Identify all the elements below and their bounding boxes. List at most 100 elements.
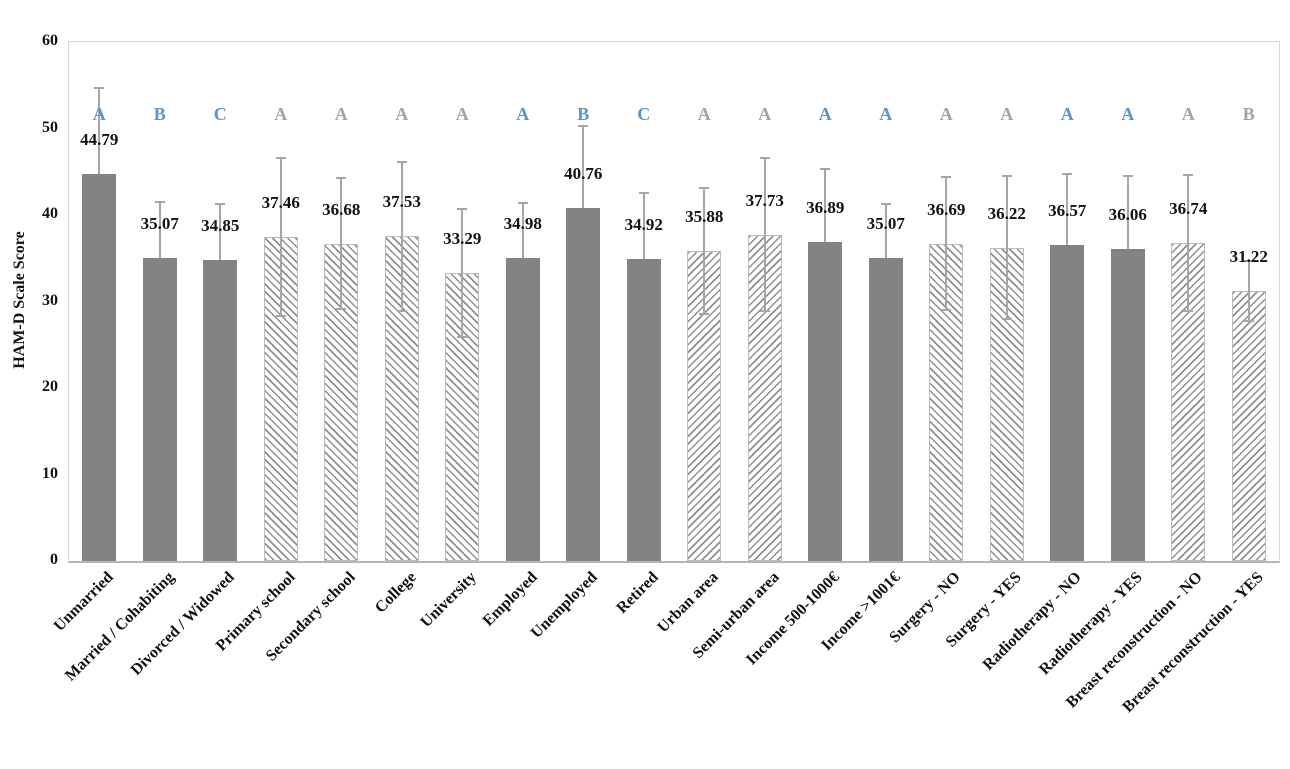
error-bar-cap bbox=[336, 177, 347, 180]
significance-letter: A bbox=[1181, 104, 1195, 124]
bar bbox=[203, 259, 238, 561]
error-bar-cap bbox=[578, 125, 589, 128]
bar bbox=[142, 257, 177, 561]
significance-letter: A bbox=[939, 104, 953, 124]
error-bar bbox=[279, 157, 282, 317]
y-tick-label: 20 bbox=[42, 378, 58, 395]
value-label: 37.46 bbox=[261, 192, 300, 212]
error-bar bbox=[158, 200, 161, 258]
significance-letter: A bbox=[879, 104, 893, 124]
error-bar-cap bbox=[457, 208, 468, 211]
bar bbox=[1110, 249, 1145, 561]
error-bar bbox=[884, 203, 887, 258]
error-bar bbox=[98, 87, 101, 174]
value-label: 37.53 bbox=[382, 192, 421, 212]
bar bbox=[82, 173, 117, 561]
significance-letter: A bbox=[274, 104, 288, 124]
bar bbox=[263, 236, 298, 561]
y-tick-label: 50 bbox=[42, 118, 58, 136]
error-bar-cap bbox=[699, 312, 710, 315]
significance-letter: A bbox=[395, 104, 409, 124]
error-bar-cap bbox=[154, 200, 165, 203]
error-bar-cap bbox=[396, 161, 407, 164]
significance-letter: A bbox=[334, 104, 348, 124]
value-label: 34.98 bbox=[503, 214, 542, 234]
bar bbox=[1231, 290, 1266, 561]
y-tick-label: 30 bbox=[42, 291, 58, 309]
value-label: 36.06 bbox=[1108, 205, 1147, 225]
error-bar bbox=[219, 203, 222, 260]
value-label: 36.68 bbox=[322, 199, 361, 219]
value-label: 36.74 bbox=[1169, 199, 1208, 219]
error-bar-cap bbox=[880, 203, 891, 206]
error-bar-cap bbox=[275, 314, 286, 317]
bar bbox=[626, 258, 661, 561]
error-bar bbox=[1005, 175, 1008, 321]
error-bar bbox=[400, 161, 403, 312]
significance-letter: A bbox=[758, 104, 772, 124]
error-bar-cap bbox=[396, 309, 407, 312]
value-label: 31.22 bbox=[1229, 246, 1268, 266]
value-label: 36.57 bbox=[1048, 200, 1087, 220]
error-bar-cap bbox=[275, 157, 286, 160]
error-bar-cap bbox=[1062, 172, 1073, 175]
error-bar-cap bbox=[215, 203, 226, 206]
significance-letter: A bbox=[818, 104, 832, 124]
error-bar bbox=[582, 125, 585, 209]
y-tick-label: 0 bbox=[50, 551, 58, 568]
error-bar-cap bbox=[759, 310, 770, 313]
significance-letter: A bbox=[1121, 104, 1135, 124]
error-bar-cap bbox=[1243, 259, 1254, 262]
error-bar-cap bbox=[941, 309, 952, 312]
error-bar-cap bbox=[820, 168, 831, 171]
significance-letter: A bbox=[697, 104, 711, 124]
bar bbox=[808, 241, 843, 561]
error-bar-cap bbox=[1243, 320, 1254, 323]
error-bar bbox=[1066, 172, 1069, 245]
error-bar-cap bbox=[759, 156, 770, 159]
error-bar-cap bbox=[1001, 175, 1012, 178]
significance-letter: B bbox=[153, 104, 166, 124]
significance-letter: A bbox=[516, 104, 530, 124]
significance-letter: B bbox=[1242, 104, 1255, 124]
value-label: 36.89 bbox=[806, 197, 845, 217]
error-bar bbox=[1247, 259, 1250, 323]
y-tick-label: 40 bbox=[42, 205, 58, 222]
bar bbox=[868, 257, 903, 561]
significance-letter: A bbox=[455, 104, 469, 124]
value-label: 37.73 bbox=[745, 190, 784, 210]
error-bar-cap bbox=[517, 202, 528, 205]
bar bbox=[1050, 244, 1085, 561]
significance-letter: A bbox=[1000, 104, 1014, 124]
error-bar bbox=[1187, 173, 1190, 313]
error-bar-cap bbox=[699, 186, 710, 189]
error-bar bbox=[1126, 174, 1129, 250]
error-bar-cap bbox=[1122, 174, 1133, 177]
significance-letter: A bbox=[1060, 104, 1074, 124]
bar bbox=[566, 208, 601, 561]
plot-area: 44.79 A 35.07 B 34.85 C 37.46 A 36.68 A 37.53 A 33.2… bbox=[68, 41, 1280, 563]
value-label: 35.88 bbox=[685, 206, 724, 226]
value-label: 36.69 bbox=[927, 199, 966, 219]
error-bar-cap bbox=[1001, 318, 1012, 321]
error-bar bbox=[763, 156, 766, 313]
bar bbox=[505, 258, 540, 561]
value-label: 36.22 bbox=[987, 203, 1026, 223]
error-bar-cap bbox=[336, 308, 347, 311]
error-bar bbox=[945, 176, 948, 312]
value-label: 33.29 bbox=[443, 229, 482, 249]
error-bar-cap bbox=[941, 176, 952, 179]
error-bar bbox=[703, 186, 706, 315]
significance-letter: C bbox=[213, 104, 227, 124]
significance-letter: C bbox=[637, 104, 651, 124]
error-bar bbox=[461, 208, 464, 338]
error-bar-cap bbox=[638, 192, 649, 195]
value-label: 35.07 bbox=[140, 213, 179, 233]
value-label: 40.76 bbox=[564, 164, 603, 184]
y-tick-label: 60 bbox=[42, 32, 58, 49]
significance-letter: B bbox=[577, 104, 590, 124]
error-bar bbox=[642, 192, 645, 259]
error-bar-cap bbox=[1183, 173, 1194, 176]
error-bar bbox=[521, 202, 524, 259]
